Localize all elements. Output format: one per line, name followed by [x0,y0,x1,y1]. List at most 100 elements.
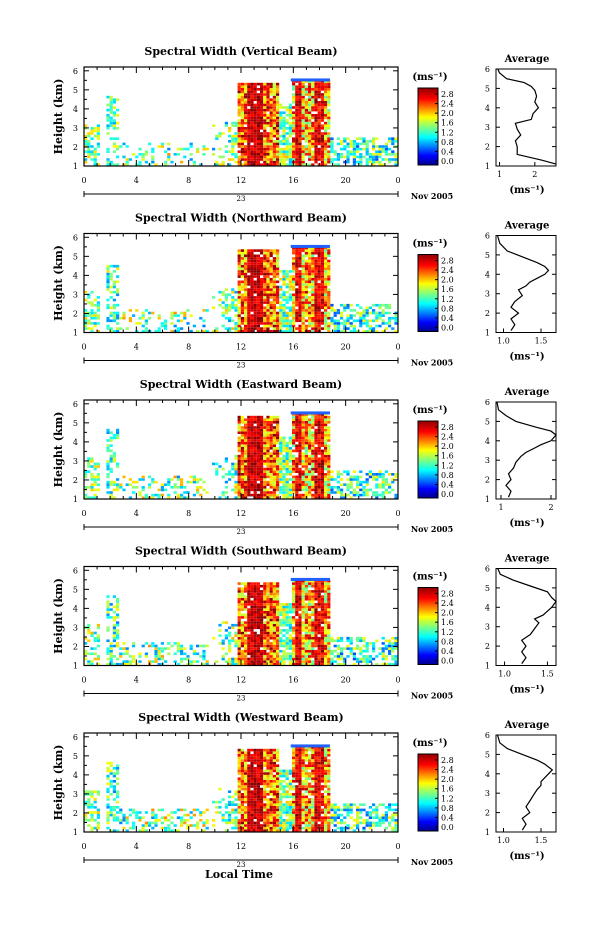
unit-label: (ms⁻¹) [412,738,447,749]
panel-title: Spectral Width (Vertical Beam) [144,45,337,58]
avg-y-tick-label: 2 [485,143,490,152]
y-tick-label: 5 [73,585,78,594]
avg-frame [495,734,557,833]
y-tick-label: 2 [73,143,78,152]
x-tick-label: 16 [288,176,298,185]
avg-profile-line [496,401,557,498]
panel-title: Spectral Width (Westward Beam) [138,711,343,724]
avg-x-tick-label: 1.0 [498,670,511,679]
avg-y-tick-label: 5 [485,750,490,759]
y-tick-label: 4 [73,771,78,780]
x-tick-label: 20 [341,676,351,685]
y-tick-label: 4 [73,271,78,280]
avg-y-tick-label: 3 [485,623,490,632]
avg-y-tick-label: 1 [485,828,490,837]
y-tick-label: 1 [73,329,78,338]
avg-profile-line [496,235,550,331]
x-tick-label: 0 [395,842,400,851]
unit-label: (ms⁻¹) [412,572,447,583]
panel-title: Spectral Width (Eastward Beam) [140,378,342,391]
colorbar-tick-label: 0.4 [441,480,454,489]
day-label: 23 [237,861,246,869]
y-tick-label: 2 [73,642,78,651]
avg-profile-line [496,734,554,831]
colorbar-tick-label: 2.8 [441,423,454,432]
x-tick-label: 12 [236,343,246,352]
x-tick-label: 12 [236,842,246,851]
y-axis-label: Height (km) [52,745,65,821]
avg-y-tick-label: 3 [485,290,490,299]
unit-label: (ms⁻¹) [412,405,447,416]
colorbar-tick-label: 1.2 [441,128,454,137]
unit-label: (ms⁻¹) [412,239,447,250]
y-tick-label: 2 [73,309,78,318]
colorbar [417,420,439,499]
x-tick-label: 4 [134,343,139,352]
colorbar-tick-label: 2.0 [441,442,454,451]
avg-frame [495,235,557,333]
colorbar-tick-label: 2.0 [441,775,454,784]
y-tick-label: 5 [73,252,78,261]
x-tick-label: 16 [288,343,298,352]
avg-x-label: (ms⁻¹) [509,185,544,196]
y-tick-label: 6 [73,566,78,575]
avg-x-tick-label: 1.5 [541,670,554,679]
colorbar-tick-label: 1.6 [441,119,454,128]
avg-y-tick-label: 4 [485,104,490,113]
date-label: Nov 2005 [411,691,453,701]
x-tick-label: 12 [236,176,246,185]
avg-y-tick-label: 1 [485,495,490,504]
colorbar-tick-label: 0.0 [441,657,454,666]
colorbar-tick-label: 0.0 [441,823,454,832]
y-tick-label: 3 [73,290,78,299]
cap-block [290,244,330,248]
avg-x-tick-label: 1.0 [497,337,510,346]
y-tick-label: 4 [73,604,78,613]
avg-x-tick-label: 1.0 [497,836,510,845]
x-tick-label: 16 [288,509,298,518]
avg-y-tick-label: 2 [485,642,490,651]
avg-y-tick-label: 4 [485,437,490,446]
colorbar-tick-label: 1.2 [441,295,454,304]
colorbar [417,587,439,665]
avg-x-tick-label: 2 [548,503,553,512]
avg-y-tick-label: 6 [485,565,490,574]
cap-block [290,744,330,748]
x-tick-label: 12 [236,676,246,685]
avg-y-tick-label: 3 [485,789,490,798]
cap-block [290,78,330,82]
x-tick-label: 20 [341,842,351,851]
colorbar-tick-label: 0.4 [441,314,454,323]
y-tick-label: 6 [73,400,78,409]
colorbar-tick-label: 2.8 [441,756,454,765]
colorbar-tick-label: 2.0 [441,276,454,285]
day-label: 23 [237,362,246,370]
colorbar-tick-label: 2.8 [441,590,454,599]
x-tick-label: 20 [341,509,351,518]
colorbar-tick-label: 0.8 [441,637,454,646]
day-label: 23 [237,528,246,536]
y-tick-label: 6 [73,733,78,742]
avg-y-tick-label: 3 [485,123,490,132]
colorbar-tick-label: 2.8 [441,90,454,99]
colorbar-tick-label: 0.0 [441,490,454,499]
unit-label: (ms⁻¹) [412,72,447,83]
x-tick-label: 0 [81,176,86,185]
avg-x-tick-label: 1.5 [535,337,548,346]
avg-y-tick-label: 6 [485,731,490,740]
heatmap-cells [84,244,398,333]
heatmap-cells [84,744,398,832]
x-tick-label: 4 [134,842,139,851]
avg-frame [495,568,557,666]
y-tick-label: 2 [73,476,78,485]
x-tick-label: 0 [395,509,400,518]
avg-title: Average [504,720,550,731]
avg-y-tick-label: 4 [485,603,490,612]
colorbar-tick-label: 0.8 [441,304,454,313]
avg-title: Average [504,221,550,232]
y-tick-label: 3 [73,124,78,133]
